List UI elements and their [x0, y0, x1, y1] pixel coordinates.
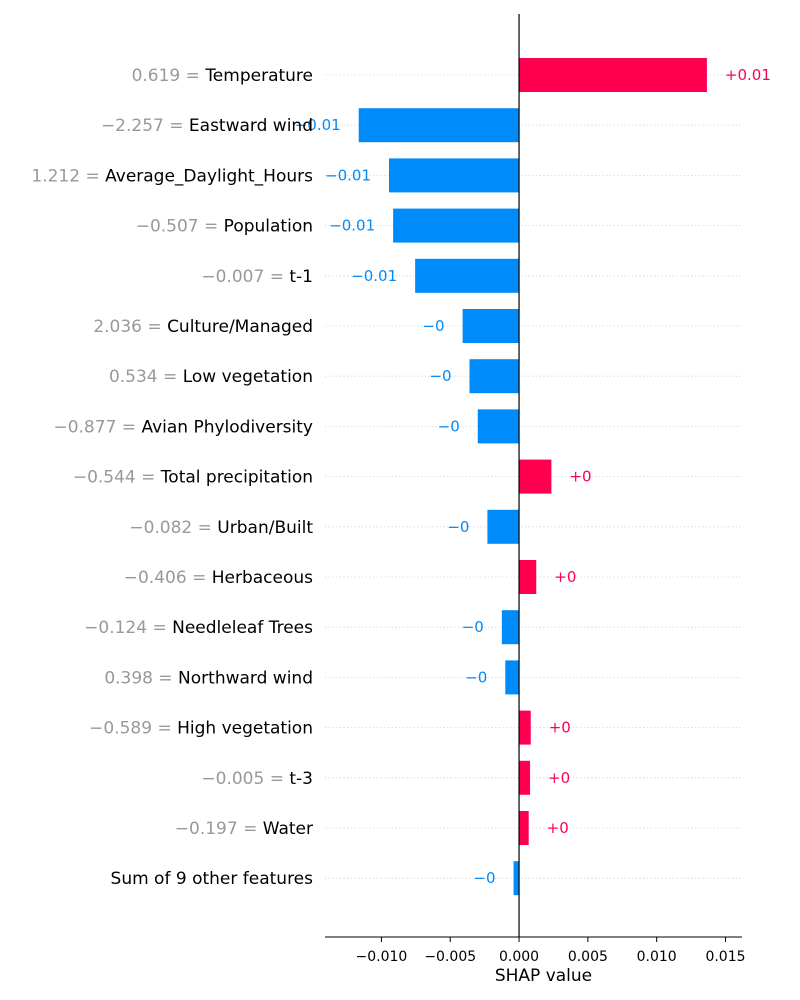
bar-eastward-wind — [358, 108, 520, 143]
bar-value-label: +0 — [554, 568, 576, 586]
bar-value-label: +0 — [548, 769, 570, 787]
feature-value: −2.257 = — [101, 116, 189, 136]
bar-value-label: −0 — [422, 317, 444, 335]
feature-label: −2.257 = Eastward wind — [101, 116, 313, 136]
feature-label: 0.534 = Low vegetation — [109, 367, 313, 387]
bar-t-1 — [415, 258, 520, 293]
x-tick-label: −0.010 — [356, 949, 408, 965]
feature-label: −0.406 = Herbaceous — [124, 568, 313, 588]
feature-value: −0.124 = — [84, 618, 172, 638]
x-tick-label: 0.005 — [568, 949, 608, 965]
feature-name: Water — [263, 819, 313, 839]
feature-name: Needleleaf Trees — [172, 618, 313, 638]
bar-population — [393, 208, 520, 243]
feature-value: 0.398 = — [104, 668, 178, 688]
feature-name: Culture/Managed — [167, 317, 313, 337]
bar-needleleaf-trees — [501, 610, 520, 645]
feature-value: −0.589 = — [89, 719, 177, 739]
feature-name: t-3 — [289, 769, 313, 789]
x-tick-label: −0.005 — [424, 949, 476, 965]
feature-label: −0.197 = Water — [175, 819, 313, 839]
bar-sum-of-9-other-features — [513, 861, 520, 896]
x-axis: −0.010 −0.005 0.000 0.005 0.010 0.015 — [325, 936, 746, 965]
feature-label: −0.007 = t-1 — [201, 267, 313, 287]
feature-value: −0.507 = — [136, 217, 224, 237]
feature-value: −0.877 = — [53, 417, 141, 437]
bar-value-label: −0 — [438, 417, 460, 435]
feature-value: −0.007 = — [201, 267, 289, 287]
x-tick-label: 0.015 — [705, 949, 745, 965]
feature-value: −0.406 = — [124, 568, 212, 588]
feature-label: 0.619 = Temperature — [132, 66, 313, 86]
feature-label: 0.398 = Northward wind — [104, 668, 313, 688]
feature-value: −0.197 = — [175, 819, 263, 839]
feature-label: −0.005 = t-3 — [201, 769, 313, 789]
bar-value-label: −0 — [473, 869, 495, 887]
feature-value: 0.619 = — [132, 66, 206, 86]
feature-name: Population — [224, 217, 313, 237]
feature-label: −0.507 = Population — [136, 217, 313, 237]
bar-value-labels: +0.01 −0.01 −0.01 −0.01 −0.01 −0 −0 −0 +0 −0 +0 −0 −… — [295, 66, 771, 887]
bar-value-label: −0.01 — [351, 267, 397, 285]
feature-label: 1.212 = Average_Daylight_Hours — [31, 166, 313, 186]
feature-value: −0.005 = — [201, 769, 289, 789]
feature-name: Eastward wind — [189, 116, 313, 136]
x-axis-title: SHAP value — [495, 966, 592, 986]
bar-value-label: −0 — [465, 668, 487, 686]
feature-name: Average_Daylight_Hours — [105, 166, 313, 186]
feature-value: −0.544 = — [73, 468, 161, 488]
feature-name: Northward wind — [178, 668, 313, 688]
feature-label: −0.082 = Urban/Built — [129, 518, 313, 538]
bar-avian-phylodiversity — [477, 409, 520, 444]
bar-value-label: +0.01 — [725, 66, 771, 84]
feature-name: Urban/Built — [217, 518, 313, 538]
feature-name: Low vegetation — [183, 367, 313, 387]
feature-name: Avian Phylodiversity — [141, 417, 313, 437]
feature-name: Sum of 9 other features — [111, 869, 314, 889]
bar-value-label: +0 — [547, 819, 569, 837]
bar-northward-wind — [505, 660, 520, 695]
bar-value-label: −0.01 — [325, 166, 371, 184]
bar-temperature — [519, 58, 707, 92]
feature-label: 2.036 = Culture/Managed — [93, 317, 313, 337]
feature-value: 1.212 = — [31, 166, 105, 186]
bar-t-3 — [519, 760, 531, 795]
feature-name: Total precipitation — [160, 468, 313, 488]
feature-value: 2.036 = — [93, 317, 167, 337]
feature-name: High vegetation — [177, 719, 313, 739]
bar-value-label: +0 — [569, 468, 591, 486]
bar-water — [519, 811, 529, 845]
bar-high-vegetation — [519, 710, 531, 745]
bar-value-label: −0.01 — [295, 116, 341, 134]
bar-value-label: +0 — [549, 719, 571, 737]
bar-low-vegetation — [469, 359, 520, 394]
feature-name: Temperature — [204, 66, 313, 86]
feature-value: 0.534 = — [109, 367, 183, 387]
bar-value-label: −0 — [462, 618, 484, 636]
bar-value-label: −0 — [429, 367, 451, 385]
bar-average-daylight-hours — [388, 158, 520, 193]
feature-value: −0.082 = — [129, 518, 217, 538]
bar-urban-built — [487, 509, 520, 544]
bars — [358, 58, 707, 896]
bar-value-label: −0 — [447, 518, 469, 536]
feature-name: t-1 — [289, 267, 313, 287]
bar-value-label: −0.01 — [329, 217, 375, 235]
x-tick-label: 0.000 — [499, 949, 539, 965]
feature-label: −0.877 = Avian Phylodiversity — [53, 417, 313, 437]
feature-label: Sum of 9 other features — [111, 869, 314, 889]
bar-herbaceous — [519, 560, 537, 594]
feature-label: −0.544 = Total precipitation — [73, 468, 313, 488]
feature-name: Herbaceous — [212, 568, 313, 588]
bar-culture-managed — [462, 309, 520, 343]
feature-label: −0.124 = Needleleaf Trees — [84, 618, 313, 638]
x-tick-label: 0.010 — [637, 949, 677, 965]
feature-labels: 0.619 = Temperature −2.257 = Eastward win… — [31, 66, 313, 889]
bar-total-precipitation — [519, 459, 552, 494]
feature-label: −0.589 = High vegetation — [89, 719, 313, 739]
